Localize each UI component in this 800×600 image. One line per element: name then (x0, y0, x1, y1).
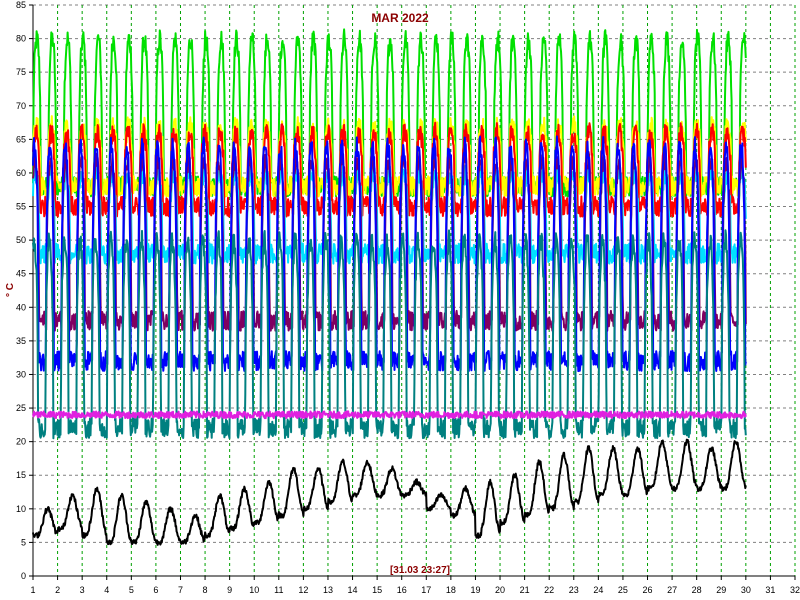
y-tick-label: 80 (16, 34, 26, 44)
x-tick-label: 15 (372, 585, 382, 595)
x-tick-labels: 1 2 3 4 5 6 7 8 9 10 11 12 13 14 15 16 17 18 19 20 21 22 23 24 2… (30, 576, 800, 595)
y-tick-label: 50 (16, 235, 26, 245)
x-tick-label: 29 (716, 585, 726, 595)
y-tick-label: 0 (21, 571, 26, 581)
y-tick-label: 85 (16, 0, 26, 10)
x-tick-label: 1 (30, 585, 35, 595)
x-tick-label: 4 (104, 585, 109, 595)
x-tick-label: 9 (227, 585, 232, 595)
y-tick-label: 10 (16, 504, 26, 514)
x-tick-label: 2 (55, 585, 60, 595)
y-tick-label: 55 (16, 202, 26, 212)
y-tick-label: 40 (16, 302, 26, 312)
series-line-5 (32, 135, 747, 373)
y-tick-label: 5 (21, 537, 26, 547)
x-tick-label: 12 (298, 585, 308, 595)
x-tick-label: 21 (520, 585, 530, 595)
series-line-6 (32, 229, 747, 440)
x-tick-label: 8 (203, 585, 208, 595)
x-tick-label: 7 (178, 585, 183, 595)
x-tick-label: 30 (741, 585, 751, 595)
x-tick-label: 20 (495, 585, 505, 595)
x-tick-label: 5 (129, 585, 134, 595)
chart-title: MAR 2022 (371, 11, 429, 25)
y-tick-label: 65 (16, 134, 26, 144)
series-line-7 (32, 410, 747, 420)
y-tick-label: 20 (16, 437, 26, 447)
series-lines (32, 28, 747, 546)
y-tick-label: 30 (16, 369, 26, 379)
series-line-2 (32, 121, 747, 218)
y-tick-label: 70 (16, 101, 26, 111)
x-tick-label: 32 (790, 585, 800, 595)
x-tick-label: 13 (323, 585, 333, 595)
x-tick-label: 24 (593, 585, 603, 595)
y-tick-label: 75 (16, 67, 26, 77)
y-axis-label: ° C (5, 283, 16, 297)
x-tick-label: 10 (249, 585, 259, 595)
y-tick-label: 35 (16, 336, 26, 346)
x-tick-label: 22 (544, 585, 554, 595)
y-tick-label: 45 (16, 269, 26, 279)
x-tick-label: 17 (421, 585, 431, 595)
x-tick-label: 27 (667, 585, 677, 595)
x-tick-label: 11 (274, 585, 283, 595)
y-tick-labels: 0 5 10 15 20 25 30 35 40 45 50 55 60 65 70 75 80 85 (16, 0, 33, 581)
x-tick-label: 14 (348, 585, 358, 595)
y-tick-label: 25 (16, 403, 26, 413)
x-tick-label: 18 (446, 585, 456, 595)
series-line-1 (32, 115, 747, 198)
x-tick-label: 28 (692, 585, 702, 595)
series-line-8 (32, 438, 747, 546)
x-tick-label: 3 (80, 585, 85, 595)
x-tick-label: 19 (470, 585, 480, 595)
x-tick-label: 26 (643, 585, 653, 595)
x-tick-label: 16 (397, 585, 407, 595)
x-tick-label: 6 (153, 585, 158, 595)
y-tick-label: 60 (16, 168, 26, 178)
x-tick-label: 25 (618, 585, 628, 595)
x-tick-label: 31 (765, 585, 775, 595)
timestamp-label: [31.03 23:27] (390, 565, 450, 576)
y-tick-label: 15 (16, 470, 26, 480)
x-tick-label: 23 (569, 585, 579, 595)
